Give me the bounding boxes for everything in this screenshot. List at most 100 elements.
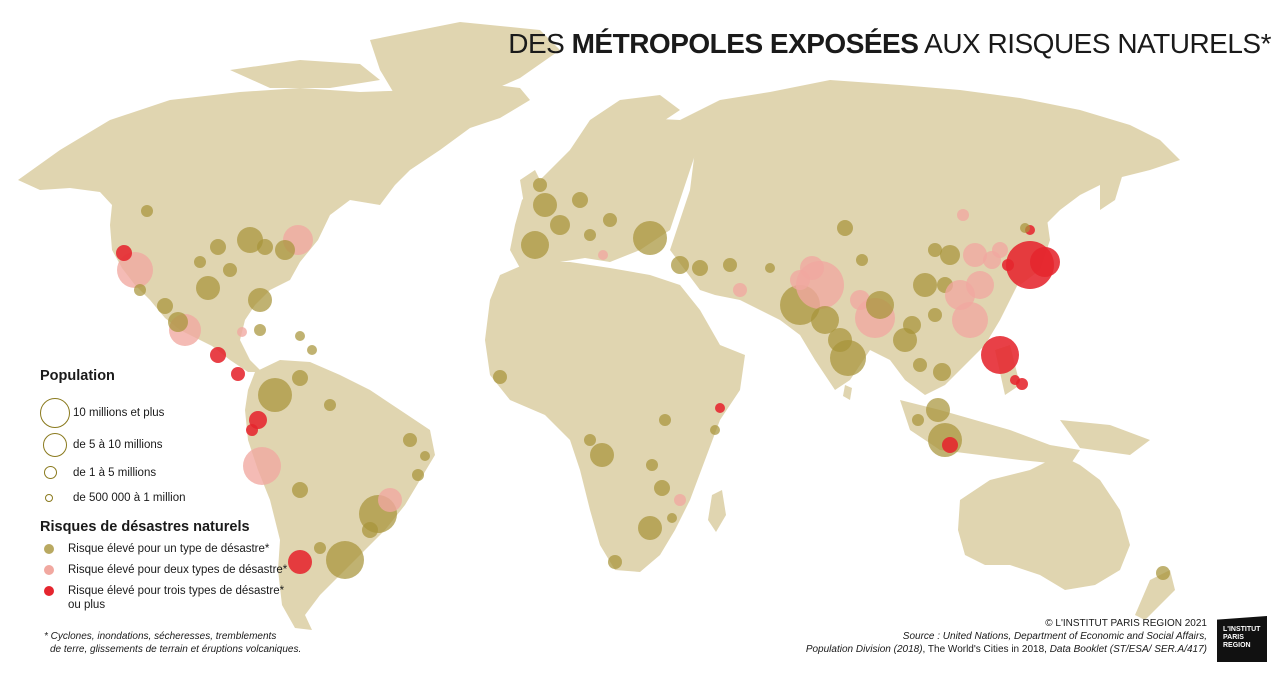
city-marker bbox=[981, 336, 1019, 374]
city-marker bbox=[966, 271, 994, 299]
city-marker bbox=[275, 240, 295, 260]
city-marker bbox=[603, 213, 617, 227]
legend-sizes: 10 millions et plus de 5 à 10 millions d… bbox=[40, 388, 330, 513]
city-marker bbox=[646, 459, 658, 471]
logo-line-1: L'INSTITUT bbox=[1223, 626, 1261, 633]
legend-risk-one: Risque élevé pour un type de désastre* bbox=[40, 542, 330, 556]
city-marker bbox=[811, 306, 839, 334]
asia bbox=[670, 80, 1180, 395]
city-marker bbox=[210, 347, 226, 363]
city-marker bbox=[420, 451, 430, 461]
risk-three-dot bbox=[44, 586, 54, 596]
city-marker bbox=[412, 469, 424, 481]
city-marker bbox=[533, 178, 547, 192]
city-marker bbox=[307, 345, 317, 355]
city-marker bbox=[710, 425, 720, 435]
city-marker bbox=[926, 398, 950, 422]
city-marker bbox=[856, 254, 868, 266]
city-marker bbox=[1156, 566, 1170, 580]
city-marker bbox=[608, 555, 622, 569]
legend-size-500k: de 500 000 à 1 million bbox=[40, 492, 186, 504]
city-marker bbox=[141, 205, 153, 217]
city-marker bbox=[243, 447, 281, 485]
city-marker bbox=[723, 258, 737, 272]
city-marker bbox=[258, 378, 292, 412]
city-marker bbox=[237, 227, 263, 253]
city-marker bbox=[866, 291, 894, 319]
new-guinea bbox=[1060, 420, 1150, 455]
legend-risk-three: Risque élevé pour trois types de désastr… bbox=[40, 584, 330, 612]
city-marker bbox=[912, 414, 924, 426]
city-marker bbox=[1016, 378, 1028, 390]
legend-circle-tiny bbox=[45, 494, 53, 502]
australia bbox=[958, 455, 1130, 590]
city-marker bbox=[116, 245, 132, 261]
footnote: * Cyclones, inondations, sécheresses, tr… bbox=[44, 630, 304, 656]
city-marker bbox=[928, 308, 942, 322]
legend-size-label: 10 millions et plus bbox=[73, 407, 165, 419]
risk-three-label-2: ou plus bbox=[68, 599, 106, 611]
city-marker bbox=[237, 327, 247, 337]
city-marker bbox=[992, 242, 1008, 258]
source-part-a: Population Division (2018) bbox=[805, 644, 923, 655]
legend-size-label: de 500 000 à 1 million bbox=[73, 492, 186, 504]
source-part-c: Data Booklet (ST/ESA/ SER.A/417) bbox=[1049, 644, 1207, 655]
city-marker bbox=[903, 316, 921, 334]
city-marker bbox=[715, 403, 725, 413]
city-marker bbox=[913, 273, 937, 297]
city-marker bbox=[633, 221, 667, 255]
risk-two-label: Risque élevé pour deux types de désastre… bbox=[68, 564, 288, 576]
title-pre: DES bbox=[508, 28, 572, 59]
city-marker bbox=[957, 209, 969, 221]
city-marker bbox=[584, 229, 596, 241]
city-marker bbox=[1020, 223, 1030, 233]
source-line-1: Source : United Nations, Department of E… bbox=[902, 631, 1207, 642]
legend-circle-small bbox=[44, 466, 57, 479]
city-marker bbox=[692, 260, 708, 276]
city-marker bbox=[362, 522, 378, 538]
city-marker bbox=[324, 399, 336, 411]
africa bbox=[485, 262, 745, 572]
legend-circle-large bbox=[40, 398, 70, 428]
city-marker bbox=[246, 424, 258, 436]
legend-risk-title: Risques de désastres naturels bbox=[40, 519, 250, 535]
title-bold: MÉTROPOLES EXPOSÉES bbox=[571, 28, 919, 59]
north-america bbox=[18, 82, 530, 372]
legend-size-label: de 1 à 5 millions bbox=[73, 466, 157, 479]
city-marker bbox=[963, 243, 987, 267]
city-marker bbox=[248, 288, 272, 312]
footnote-line-2: de terre, glissements de terrain et érup… bbox=[50, 644, 302, 655]
city-marker bbox=[493, 370, 507, 384]
legend-size-1m: de 1 à 5 millions bbox=[40, 466, 156, 479]
logo-line-3: REGION bbox=[1223, 642, 1251, 649]
greenland bbox=[370, 22, 560, 150]
city-marker bbox=[572, 192, 588, 208]
city-marker bbox=[667, 513, 677, 523]
madagascar bbox=[708, 490, 726, 532]
sri-lanka bbox=[843, 385, 852, 400]
city-marker bbox=[733, 283, 747, 297]
legend-risk-two: Risque élevé pour deux types de désastre… bbox=[40, 563, 330, 577]
city-marker bbox=[765, 263, 775, 273]
city-marker bbox=[292, 482, 308, 498]
legend-size-10m: 10 millions et plus bbox=[40, 398, 164, 428]
legend-circle-medium bbox=[43, 433, 67, 457]
city-marker bbox=[796, 261, 844, 309]
risk-two-dot bbox=[44, 565, 54, 575]
kamchatka bbox=[1100, 150, 1130, 210]
legend-population-title: Population bbox=[40, 368, 115, 384]
city-marker bbox=[314, 542, 326, 554]
scandinavia bbox=[570, 95, 680, 160]
city-marker bbox=[533, 193, 557, 217]
city-marker bbox=[590, 443, 614, 467]
city-marker bbox=[942, 437, 958, 453]
city-marker bbox=[326, 541, 364, 579]
risk-three-label: Risque élevé pour trois types de désastr… bbox=[68, 585, 285, 597]
city-marker bbox=[1002, 259, 1014, 271]
city-marker bbox=[790, 270, 810, 290]
city-marker bbox=[940, 245, 960, 265]
city-marker bbox=[638, 516, 662, 540]
city-marker bbox=[928, 243, 942, 257]
city-marker bbox=[210, 239, 226, 255]
city-marker bbox=[913, 358, 927, 372]
